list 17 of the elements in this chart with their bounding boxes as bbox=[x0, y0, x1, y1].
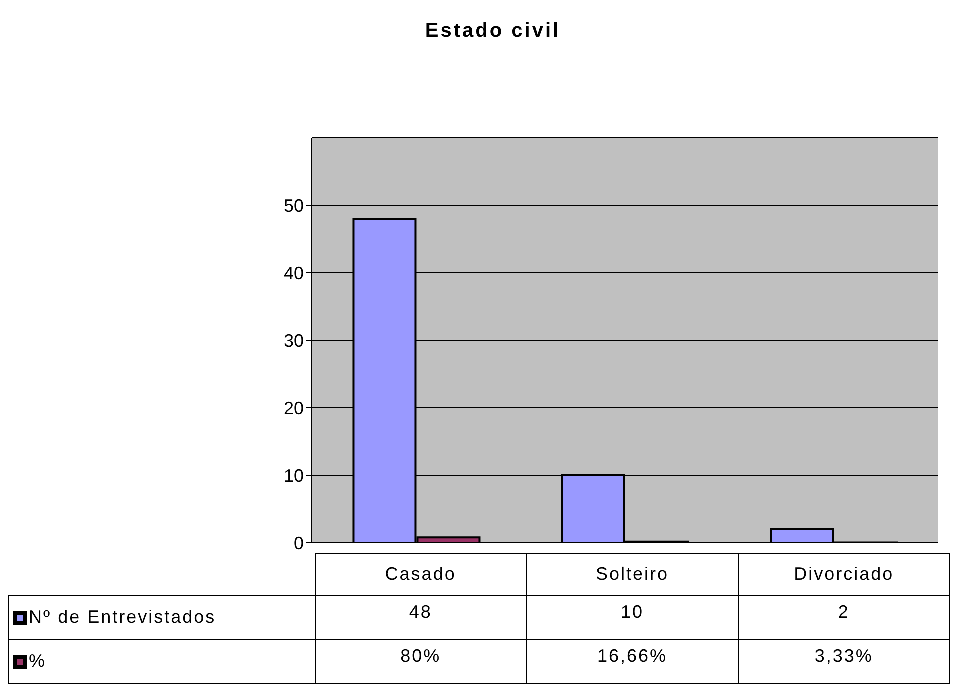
data-label: 80% bbox=[315, 640, 527, 684]
legend-label: Nº de Entrevistados bbox=[8, 596, 315, 640]
y-tick-label: 0 bbox=[294, 533, 304, 554]
data-label: 3,33% bbox=[738, 640, 950, 684]
data-label: 48 bbox=[315, 596, 527, 640]
y-tick-label: 50 bbox=[284, 196, 304, 216]
y-tick-label: 30 bbox=[284, 330, 304, 351]
data-label: 16,66% bbox=[526, 640, 738, 684]
y-tick-label: 10 bbox=[284, 466, 304, 486]
x-tick-label: Casado bbox=[315, 554, 527, 596]
x-tick-label: Divorciado bbox=[738, 554, 950, 596]
chart-title: Estado civil bbox=[424, 20, 562, 43]
x-tick-label: Solteiro bbox=[526, 554, 738, 596]
y-tick-label: 40 bbox=[284, 263, 304, 284]
data-label: 10 bbox=[526, 596, 738, 640]
data-label: 2 bbox=[738, 596, 950, 640]
y-tick-label: 20 bbox=[284, 398, 304, 418]
